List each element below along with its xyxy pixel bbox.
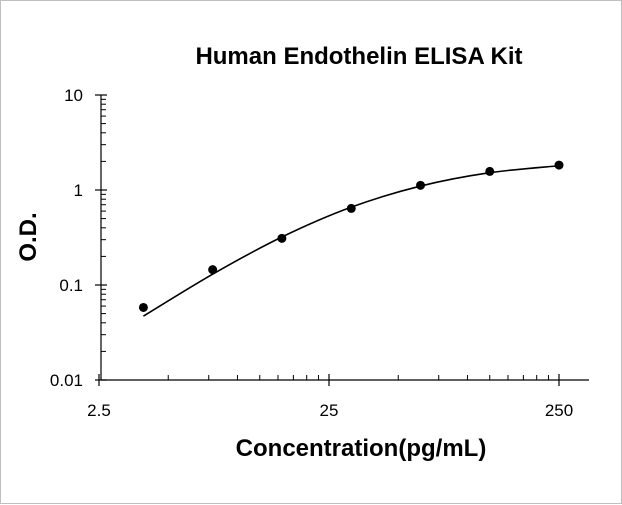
data-point <box>208 265 218 275</box>
data-point <box>346 203 356 213</box>
y-axis-label: O.D. <box>15 212 42 261</box>
x-tick-label: 2.5 <box>87 401 111 420</box>
y-tick-label: 10 <box>64 86 83 105</box>
y-tick-label: 0.01 <box>50 371 83 390</box>
x-tick-label: 25 <box>320 401 339 420</box>
x-axis-label: Concentration(pg/mL) <box>236 435 487 462</box>
fit-curve <box>143 164 560 317</box>
data-point <box>416 180 426 190</box>
data-point <box>277 233 287 243</box>
data-point <box>485 166 495 176</box>
fit-curve-group <box>143 164 560 317</box>
chart-title: Human Endothelin ELISA Kit <box>195 43 522 70</box>
data-points <box>138 160 564 312</box>
y-tick-label: 0.1 <box>59 276 83 295</box>
x-axis: 2.5 25 250 <box>87 374 589 420</box>
y-tick-label: 1 <box>74 181 83 200</box>
x-tick-label: 250 <box>545 401 573 420</box>
data-point <box>138 302 148 312</box>
y-axis: 0.01 0.1 1 10 <box>50 86 107 390</box>
data-point <box>554 160 564 170</box>
